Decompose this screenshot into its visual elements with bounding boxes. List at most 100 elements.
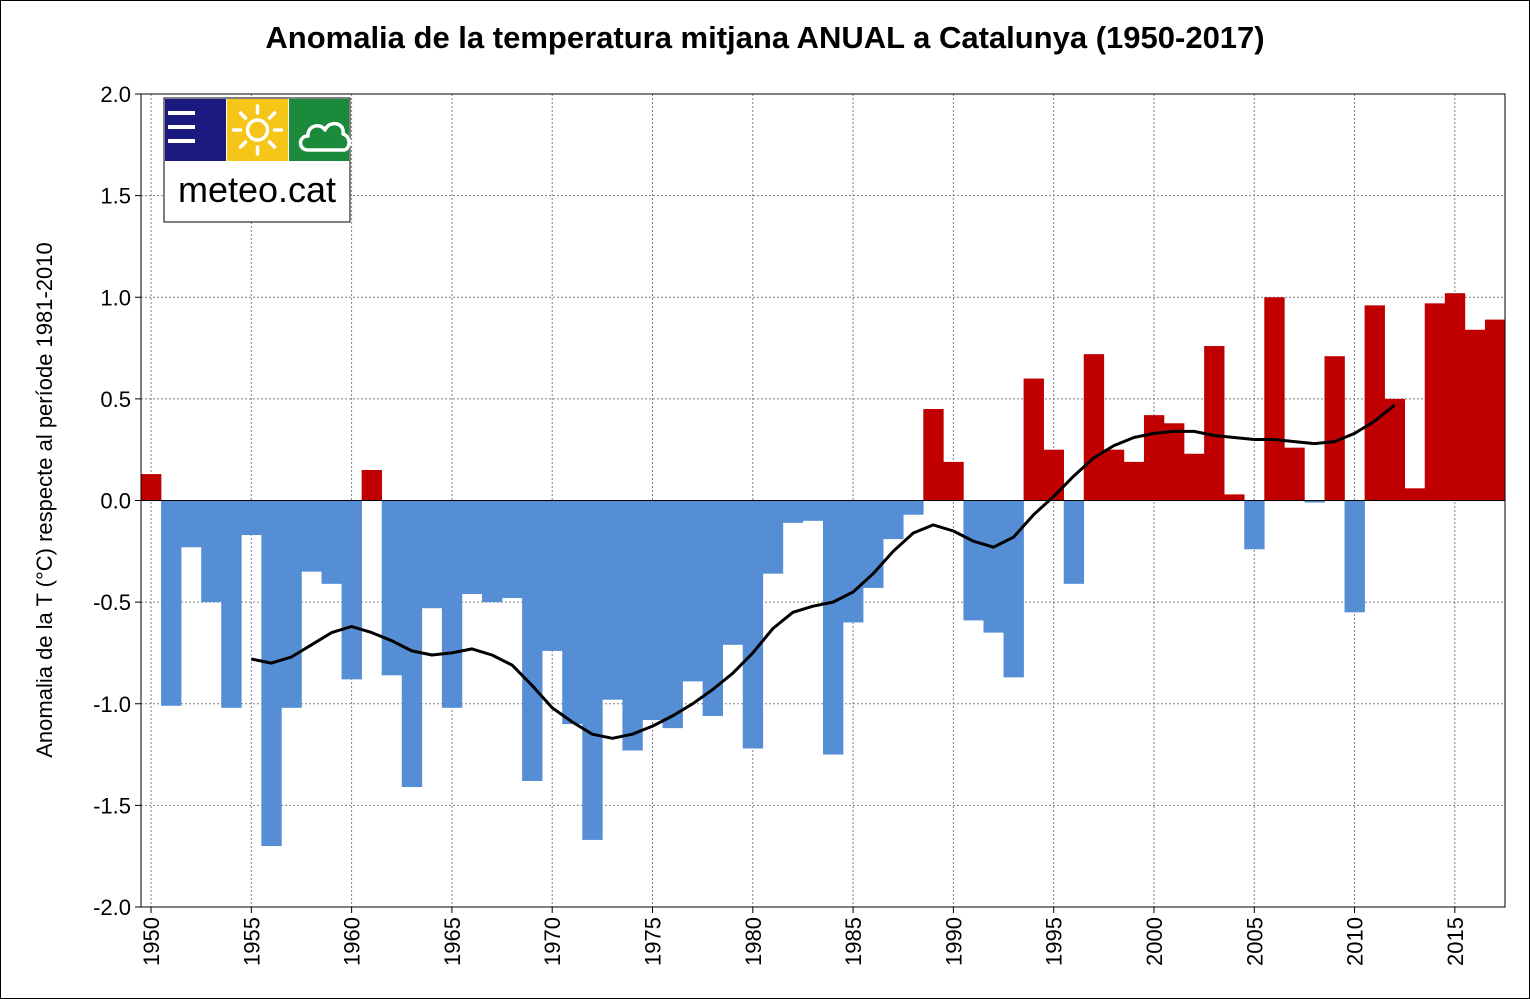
bars <box>141 293 1506 847</box>
x-tick-label: 2015 <box>1443 917 1468 966</box>
bar-2004 <box>1224 494 1245 501</box>
bar-1983 <box>802 500 824 521</box>
x-tick-label: 1985 <box>841 917 866 966</box>
bar-1958 <box>301 500 322 572</box>
bar-1990 <box>943 461 964 501</box>
menu-icon <box>165 99 226 161</box>
bar-1992 <box>983 500 1004 633</box>
y-tick-label: 1.0 <box>100 285 131 310</box>
y-tick-label: -1.0 <box>93 692 131 717</box>
x-tick-label: 1995 <box>1042 917 1067 966</box>
sun-icon <box>227 99 288 161</box>
bar-1960 <box>341 500 362 680</box>
bar-1975 <box>642 500 663 721</box>
bar-1972 <box>582 500 603 840</box>
bar-1988 <box>903 500 924 515</box>
x-tick-label: 1960 <box>340 917 365 966</box>
y-tick-label: 0.0 <box>100 489 131 514</box>
x-tick-label: 2005 <box>1242 917 1267 966</box>
bar-1989 <box>923 409 944 501</box>
bar-1966 <box>461 500 483 594</box>
bar-1953 <box>201 500 222 603</box>
bar-2015 <box>1444 293 1466 501</box>
x-tick-label: 1980 <box>741 917 766 966</box>
bar-1995 <box>1043 449 1065 501</box>
bar-2008 <box>1304 500 1325 503</box>
bar-2006 <box>1264 297 1285 501</box>
bar-1974 <box>622 500 643 751</box>
bar-1993 <box>1003 500 1024 678</box>
bar-1979 <box>722 500 744 645</box>
bar-2003 <box>1204 346 1225 501</box>
x-axis-ticks: 1950 1955 1960 1965 1970 1975 1980 1985 1990 1995… <box>139 907 1468 966</box>
bar-1980 <box>742 500 764 749</box>
y-tick-label: 2.0 <box>100 82 131 107</box>
bar-2009 <box>1324 356 1345 501</box>
bar-1999 <box>1123 461 1145 501</box>
bar-2013 <box>1404 488 1426 501</box>
bar-1961 <box>361 470 383 501</box>
bar-1998 <box>1103 449 1125 501</box>
bar-1968 <box>502 500 523 599</box>
logo-text: meteo.cat <box>178 169 336 210</box>
bar-1962 <box>381 500 403 676</box>
bar-2012 <box>1384 398 1406 501</box>
x-tick-label: 1955 <box>239 917 264 966</box>
chart-title: Anomalia de la temperatura mitjana ANUAL… <box>265 20 1265 55</box>
bar-1952 <box>181 500 202 548</box>
bar-1955 <box>241 500 262 536</box>
y-tick-label: 1.5 <box>100 184 131 209</box>
bar-1967 <box>482 500 503 603</box>
y-tick-label: -1.5 <box>93 793 131 818</box>
x-tick-label: 1975 <box>641 917 666 966</box>
meteo-cat-logo: meteo.cat <box>163 97 351 223</box>
bar-1991 <box>963 500 984 621</box>
x-tick-label: 1965 <box>440 917 465 966</box>
bar-1954 <box>221 500 242 708</box>
bar-1982 <box>782 500 804 523</box>
bar-2001 <box>1164 423 1185 501</box>
bar-1959 <box>321 500 342 584</box>
x-tick-label: 1990 <box>941 917 966 966</box>
bar-1973 <box>602 500 623 700</box>
bar-1965 <box>441 500 463 708</box>
x-tick-label: 1950 <box>139 917 164 966</box>
x-tick-label: 2000 <box>1142 917 1167 966</box>
bar-1978 <box>702 500 724 716</box>
bar-2014 <box>1424 303 1446 501</box>
bar-1976 <box>662 500 683 729</box>
bar-2010 <box>1344 500 1365 613</box>
bar-1987 <box>883 500 904 540</box>
cloud-icon <box>289 99 351 161</box>
bar-1994 <box>1023 378 1044 501</box>
bar-2000 <box>1143 415 1165 501</box>
bar-1970 <box>542 500 563 651</box>
bar-1984 <box>823 500 844 755</box>
bar-1951 <box>161 500 182 706</box>
bar-2002 <box>1184 453 1205 501</box>
bar-2011 <box>1364 305 1385 501</box>
bar-2016 <box>1464 329 1486 501</box>
bar-1997 <box>1083 354 1105 501</box>
bar-2007 <box>1284 447 1305 501</box>
bar-1950 <box>141 474 162 501</box>
y-tick-label: 0.5 <box>100 387 131 412</box>
x-tick-label: 1970 <box>540 917 565 966</box>
bar-1957 <box>281 500 302 708</box>
smooth-line <box>251 403 1396 740</box>
bar-1963 <box>401 500 423 788</box>
y-tick-label: -2.0 <box>93 895 131 920</box>
bar-1956 <box>261 500 282 847</box>
bar-1964 <box>421 500 443 609</box>
smooth-line-group <box>251 403 1396 740</box>
bar-1996 <box>1063 500 1085 584</box>
bar-2017 <box>1484 319 1506 501</box>
y-tick-label: -0.5 <box>93 590 131 615</box>
y-axis-label: Anomalia de la T (°C) respecte al períod… <box>32 242 57 758</box>
bar-1981 <box>762 500 784 574</box>
bar-1969 <box>522 500 543 781</box>
x-tick-label: 2010 <box>1343 917 1368 966</box>
bar-1977 <box>682 500 703 682</box>
bar-1985 <box>843 500 864 623</box>
